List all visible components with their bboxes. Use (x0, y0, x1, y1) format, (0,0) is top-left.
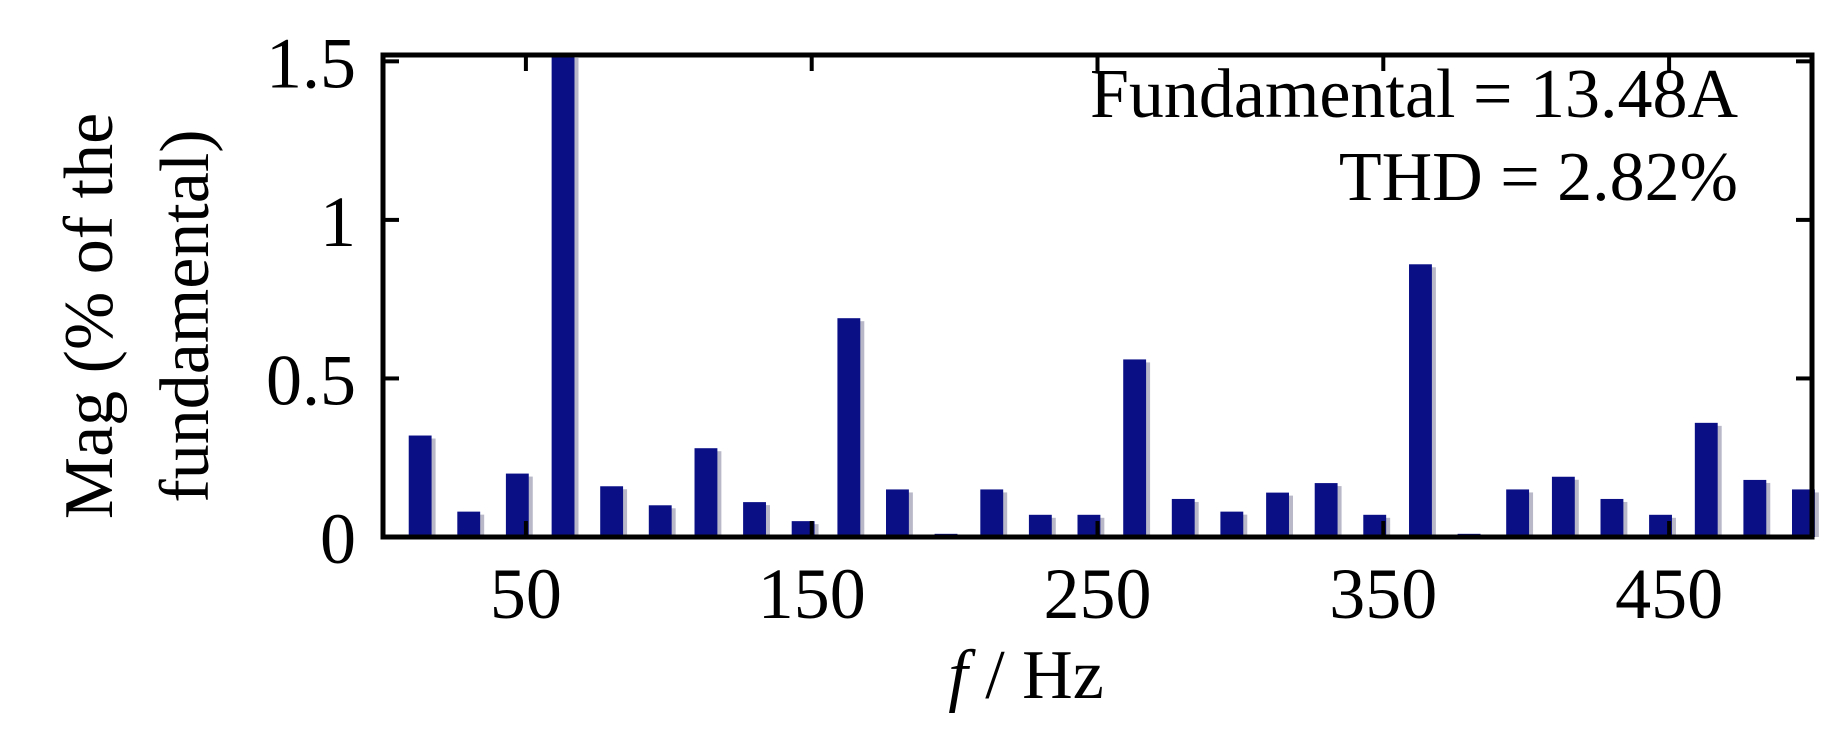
ticks-layer: 50 150 250 350 450 0 0.5 1 1.5 (266, 23, 1812, 634)
fundamental-annotation: Fundamental = 13.48A (1090, 56, 1738, 133)
bar-230hz (1028, 514, 1052, 537)
x-axis-title-unit: / Hz (968, 637, 1104, 714)
bar-280hz (1171, 498, 1195, 537)
thd-annotation: THD = 2.82% (1339, 139, 1738, 216)
bar-330hz (1314, 483, 1338, 537)
bar-113hz (694, 448, 718, 537)
bar-480hz (1743, 479, 1767, 537)
bar-80hz (600, 486, 624, 537)
bar-397hz (1506, 489, 1530, 537)
x-tick-label-450: 450 (1615, 554, 1723, 634)
bar-30hz (457, 511, 481, 537)
bar-263hz (1123, 359, 1147, 537)
bar-347hz (1363, 514, 1387, 537)
x-tick-label-150: 150 (758, 554, 866, 634)
x-axis-title: f / Hz (948, 637, 1104, 714)
bar-313hz (1266, 492, 1289, 537)
y-tick-label-0: 0 (320, 499, 356, 579)
bar-447hz (1649, 514, 1672, 537)
y-axis-title-line-1: Mag (% of the (51, 113, 128, 519)
y-tick-label-3: 1.5 (266, 23, 356, 103)
bar-97hz (648, 505, 672, 537)
y-tick-label-1: 0.5 (266, 340, 356, 420)
bar-130hz (743, 502, 766, 537)
bar-47hz (505, 473, 529, 537)
bar-163hz (837, 318, 861, 537)
bar-63hz (551, 55, 575, 537)
bar-297hz (1220, 511, 1244, 537)
x-tick-label-50: 50 (490, 554, 562, 634)
bar-13hz (408, 435, 432, 537)
bar-363hz (1409, 264, 1432, 537)
x-tick-label-250: 250 (1044, 554, 1152, 634)
bars-layer (408, 55, 1819, 537)
bar-430hz (1600, 498, 1624, 537)
bar-413hz (1551, 476, 1575, 537)
bar-180hz (886, 489, 909, 537)
bar-463hz (1694, 422, 1718, 537)
bar-247hz (1077, 514, 1101, 537)
y-tick-label-2: 1 (320, 182, 356, 262)
bar-213hz (980, 489, 1004, 537)
bar-147hz (791, 521, 815, 537)
y-axis-title-line-2: fundamental) (147, 129, 224, 502)
bar-497hz (1791, 489, 1815, 537)
x-tick-label-350: 350 (1329, 554, 1437, 634)
